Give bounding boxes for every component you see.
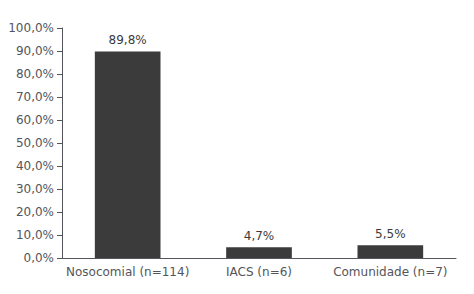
svg-text:30,0%: 30,0%: [16, 182, 54, 196]
svg-text:89,8%: 89,8%: [109, 33, 147, 47]
svg-text:0,0%: 0,0%: [24, 251, 55, 265]
svg-text:100,0%: 100,0%: [8, 21, 54, 35]
svg-text:Comunidade (n=7): Comunidade (n=7): [333, 265, 447, 279]
svg-text:60,0%: 60,0%: [16, 113, 54, 127]
svg-text:80,0%: 80,0%: [16, 67, 54, 81]
svg-text:5,5%: 5,5%: [375, 227, 406, 241]
svg-text:IACS (n=6): IACS (n=6): [226, 265, 292, 279]
svg-text:10,0%: 10,0%: [16, 228, 54, 242]
svg-text:50,0%: 50,0%: [16, 136, 54, 150]
svg-text:Nosocomial (n=114): Nosocomial (n=114): [66, 265, 189, 279]
svg-text:70,0%: 70,0%: [16, 90, 54, 104]
svg-text:4,7%: 4,7%: [244, 229, 275, 243]
svg-text:40,0%: 40,0%: [16, 159, 54, 173]
svg-text:20,0%: 20,0%: [16, 205, 54, 219]
svg-text:90,0%: 90,0%: [16, 44, 54, 58]
